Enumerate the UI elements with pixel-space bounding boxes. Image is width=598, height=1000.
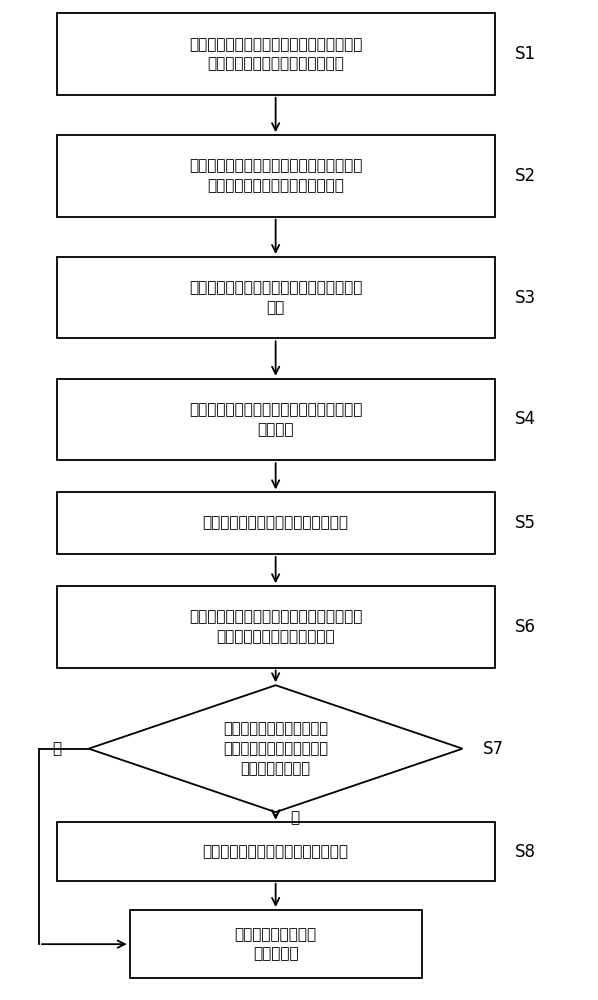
Text: S3: S3: [515, 289, 536, 307]
Bar: [57, 822, 495, 881]
Text: S7: S7: [483, 740, 504, 758]
Text: 转盘的旋转加速度处
于正常范围: 转盘的旋转加速度处 于正常范围: [234, 927, 317, 962]
Bar: [57, 13, 495, 95]
Bar: [57, 379, 495, 460]
Polygon shape: [89, 685, 462, 812]
Text: 信号生成模块根据目标转速生成相应的控制
信号: 信号生成模块根据目标转速生成相应的控制 信号: [189, 280, 362, 315]
Text: S2: S2: [515, 167, 536, 185]
Bar: [57, 586, 495, 668]
Text: 驱动模块根据控制信号驱动转盘以目标转速
进行转动: 驱动模块根据控制信号驱动转盘以目标转速 进行转动: [189, 402, 362, 437]
Text: 否: 否: [52, 741, 61, 756]
Text: S5: S5: [515, 514, 536, 532]
Text: 夹菜人数获取模块在智能旋转餐桌系统处于
自动模式时获取餐桌上的夹菜人数: 夹菜人数获取模块在智能旋转餐桌系统处于 自动模式时获取餐桌上的夹菜人数: [189, 37, 362, 72]
Text: S6: S6: [515, 618, 536, 636]
Bar: [57, 257, 495, 338]
Bar: [130, 910, 422, 978]
Text: 加速度控制模块判断转动轴
的旋转加速度是否大于预先
设定的加速度阈值: 加速度控制模块判断转动轴 的旋转加速度是否大于预先 设定的加速度阈值: [223, 721, 328, 776]
Text: S8: S8: [515, 843, 536, 861]
Text: 转速计算模块根据夹菜人数和预先设置的转
速规则计算出转盘对应的目标转速: 转速计算模块根据夹菜人数和预先设置的转 速规则计算出转盘对应的目标转速: [189, 158, 362, 193]
Text: S1: S1: [515, 45, 536, 63]
Text: 转速检测模块实时检测转动轴的转速: 转速检测模块实时检测转动轴的转速: [203, 516, 349, 531]
Text: 加速度计算模块根据检测到的转动轴的转速
，计算出转动轴的旋转加速度: 加速度计算模块根据检测到的转动轴的转速 ，计算出转动轴的旋转加速度: [189, 610, 362, 644]
Text: 加速度控制模块控制驱动模块的输出: 加速度控制模块控制驱动模块的输出: [203, 844, 349, 859]
Bar: [57, 492, 495, 554]
Text: S4: S4: [515, 410, 536, 428]
Text: 是: 是: [290, 810, 300, 825]
Bar: [57, 135, 495, 217]
